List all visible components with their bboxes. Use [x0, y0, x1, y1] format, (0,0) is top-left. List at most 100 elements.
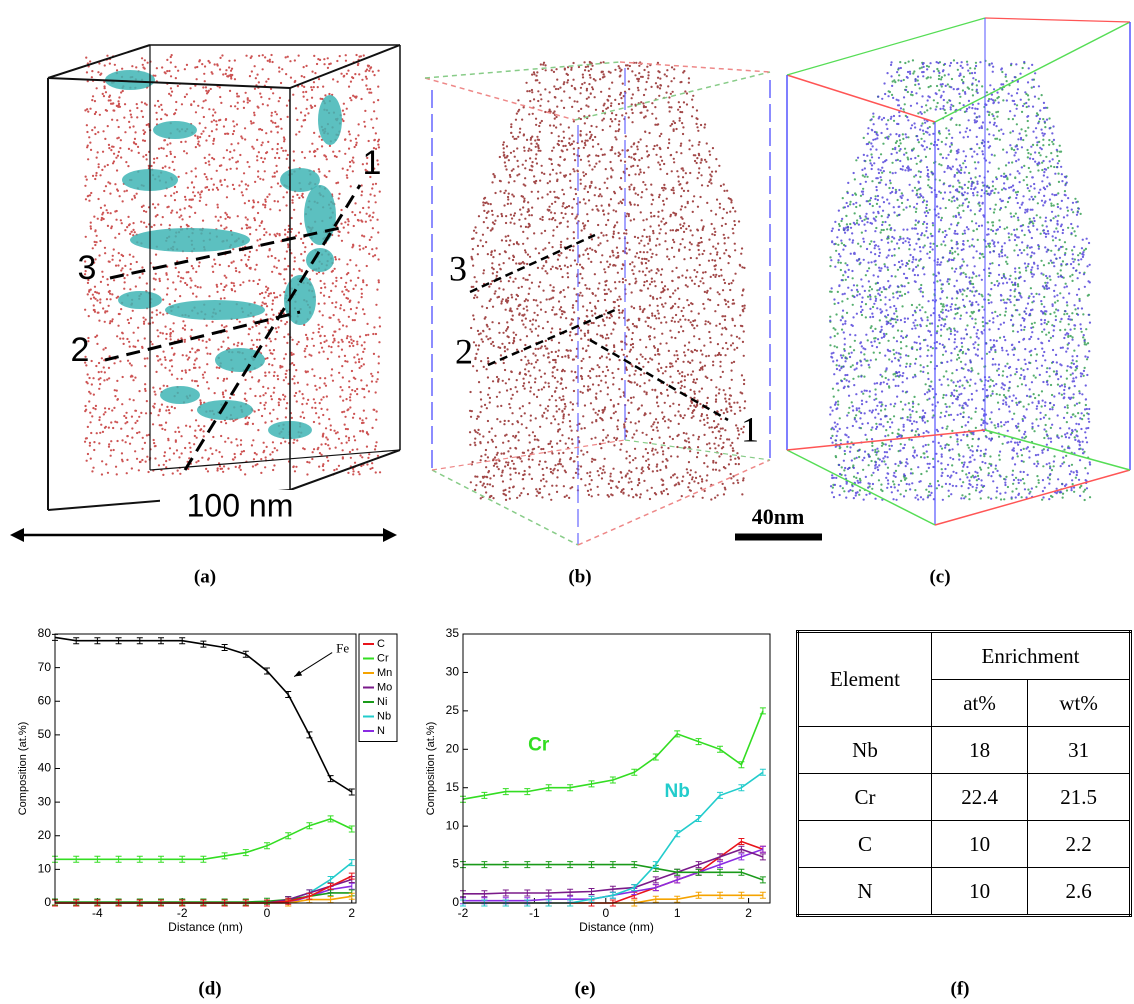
series-line — [462, 710, 764, 800]
y-tick-label: 40 — [38, 761, 52, 775]
y-tick-label: 70 — [38, 660, 52, 674]
precipitate — [118, 291, 162, 309]
series-line — [54, 636, 353, 793]
legend-label: N — [377, 725, 385, 737]
precipitate — [215, 348, 265, 372]
panel-label: 2 — [455, 331, 473, 371]
box-edge — [149, 449, 401, 471]
precipitate — [160, 386, 200, 404]
table-cell: N — [797, 867, 932, 916]
panel-label: 1 — [741, 409, 759, 449]
precipitate — [130, 228, 250, 252]
x-tick-label: -2 — [458, 906, 469, 920]
x-tick-label: 0 — [264, 906, 271, 920]
box-edge — [469, 233, 596, 294]
box-edge — [934, 469, 1131, 526]
table-cell: 2.6 — [1027, 867, 1131, 916]
caption: (e) — [574, 978, 595, 999]
caption: (b) — [568, 566, 591, 587]
box-edge — [289, 44, 401, 89]
precipitate — [306, 248, 334, 272]
y-tick-label: 5 — [452, 857, 459, 871]
table-cell: 22.4 — [930, 773, 1029, 821]
y-tick-label: 15 — [446, 780, 460, 794]
table-row: N 10 2.6 — [797, 867, 1131, 916]
precipitate — [153, 121, 197, 139]
legend-label: Mo — [377, 681, 392, 693]
plot-frame — [462, 633, 771, 904]
table-cell: 2.2 — [1027, 820, 1131, 868]
panel-label: 3 — [449, 248, 467, 288]
enrichment-table: Element Enrichment at% wt% Nb 18 31 Cr 22.4 2… — [796, 630, 1132, 917]
y-tick-label: 50 — [38, 727, 52, 741]
caption: (c) — [929, 566, 950, 587]
x-tick-label: -2 — [177, 906, 188, 920]
table-cell: Nb — [797, 726, 932, 774]
y-tick-label: 25 — [446, 703, 460, 717]
table-cell: C — [797, 820, 932, 868]
atom-dots — [829, 59, 1092, 502]
header-cell: Element — [797, 631, 932, 727]
y-tick-label: 30 — [446, 665, 460, 679]
x-tick-label: 0 — [602, 906, 609, 920]
box-edge — [934, 21, 1131, 123]
box-edge — [786, 429, 986, 451]
panel-label: 100 nm — [187, 487, 294, 523]
y-axis-label: Composition (at.%) — [17, 722, 29, 816]
arrow-head — [294, 670, 303, 677]
precipitate — [318, 95, 342, 145]
box-edge — [431, 469, 579, 546]
y-tick-label: 0 — [44, 895, 51, 909]
precipitate — [284, 275, 316, 325]
box-edge — [104, 310, 301, 362]
caption: (d) — [198, 978, 221, 999]
error-caps — [52, 815, 355, 863]
header-cell: Enrichment — [931, 631, 1131, 680]
x-axis-label: Distance (nm) — [579, 920, 654, 934]
legend-label: Nb — [377, 710, 391, 722]
subheader-cell: wt% — [1027, 679, 1131, 727]
box-edge — [424, 77, 576, 121]
box-edge — [786, 449, 936, 526]
series-line — [55, 818, 353, 861]
legend-box — [358, 633, 398, 742]
box-edge — [786, 17, 986, 76]
atom-dots — [829, 60, 1092, 501]
caption: (a) — [194, 566, 216, 587]
x-tick-label: 2 — [348, 906, 355, 920]
error-caps — [460, 707, 766, 803]
label-bg — [160, 490, 320, 526]
box-edge — [487, 308, 616, 367]
y-axis-label: Composition (at.%) — [425, 722, 437, 816]
precipitate — [165, 300, 265, 320]
plot-frame — [54, 633, 357, 904]
subheader-cell: at% — [930, 679, 1029, 727]
atom-dots — [468, 60, 747, 501]
x-tick-label: -1 — [529, 906, 540, 920]
box-edge — [424, 61, 621, 79]
box-edge — [619, 61, 771, 73]
series-label: Cr — [528, 735, 550, 756]
x-tick-label: -4 — [92, 906, 103, 920]
table-cell: 18 — [930, 726, 1029, 774]
precipitate — [105, 70, 155, 90]
panel-label: 3 — [78, 249, 97, 287]
panel-label: 1 — [363, 144, 382, 182]
x-tick-label: 2 — [745, 906, 752, 920]
box-edge — [786, 74, 936, 123]
y-tick-label: 60 — [38, 693, 52, 707]
box-edge — [47, 77, 291, 89]
box-edge — [624, 439, 771, 461]
legend-label: C — [377, 638, 385, 650]
error-caps — [52, 633, 355, 796]
table-cell: 10 — [930, 820, 1029, 868]
y-tick-label: 10 — [38, 862, 52, 876]
box-edge — [577, 459, 771, 546]
box-edge — [984, 429, 1131, 471]
table-row: C 10 2.2 — [797, 820, 1131, 868]
box-edge — [984, 17, 1131, 23]
legend-label: Mn — [377, 667, 392, 679]
table-row: Nb 18 31 — [797, 726, 1131, 774]
table-row: Cr 22.4 21.5 — [797, 773, 1131, 821]
